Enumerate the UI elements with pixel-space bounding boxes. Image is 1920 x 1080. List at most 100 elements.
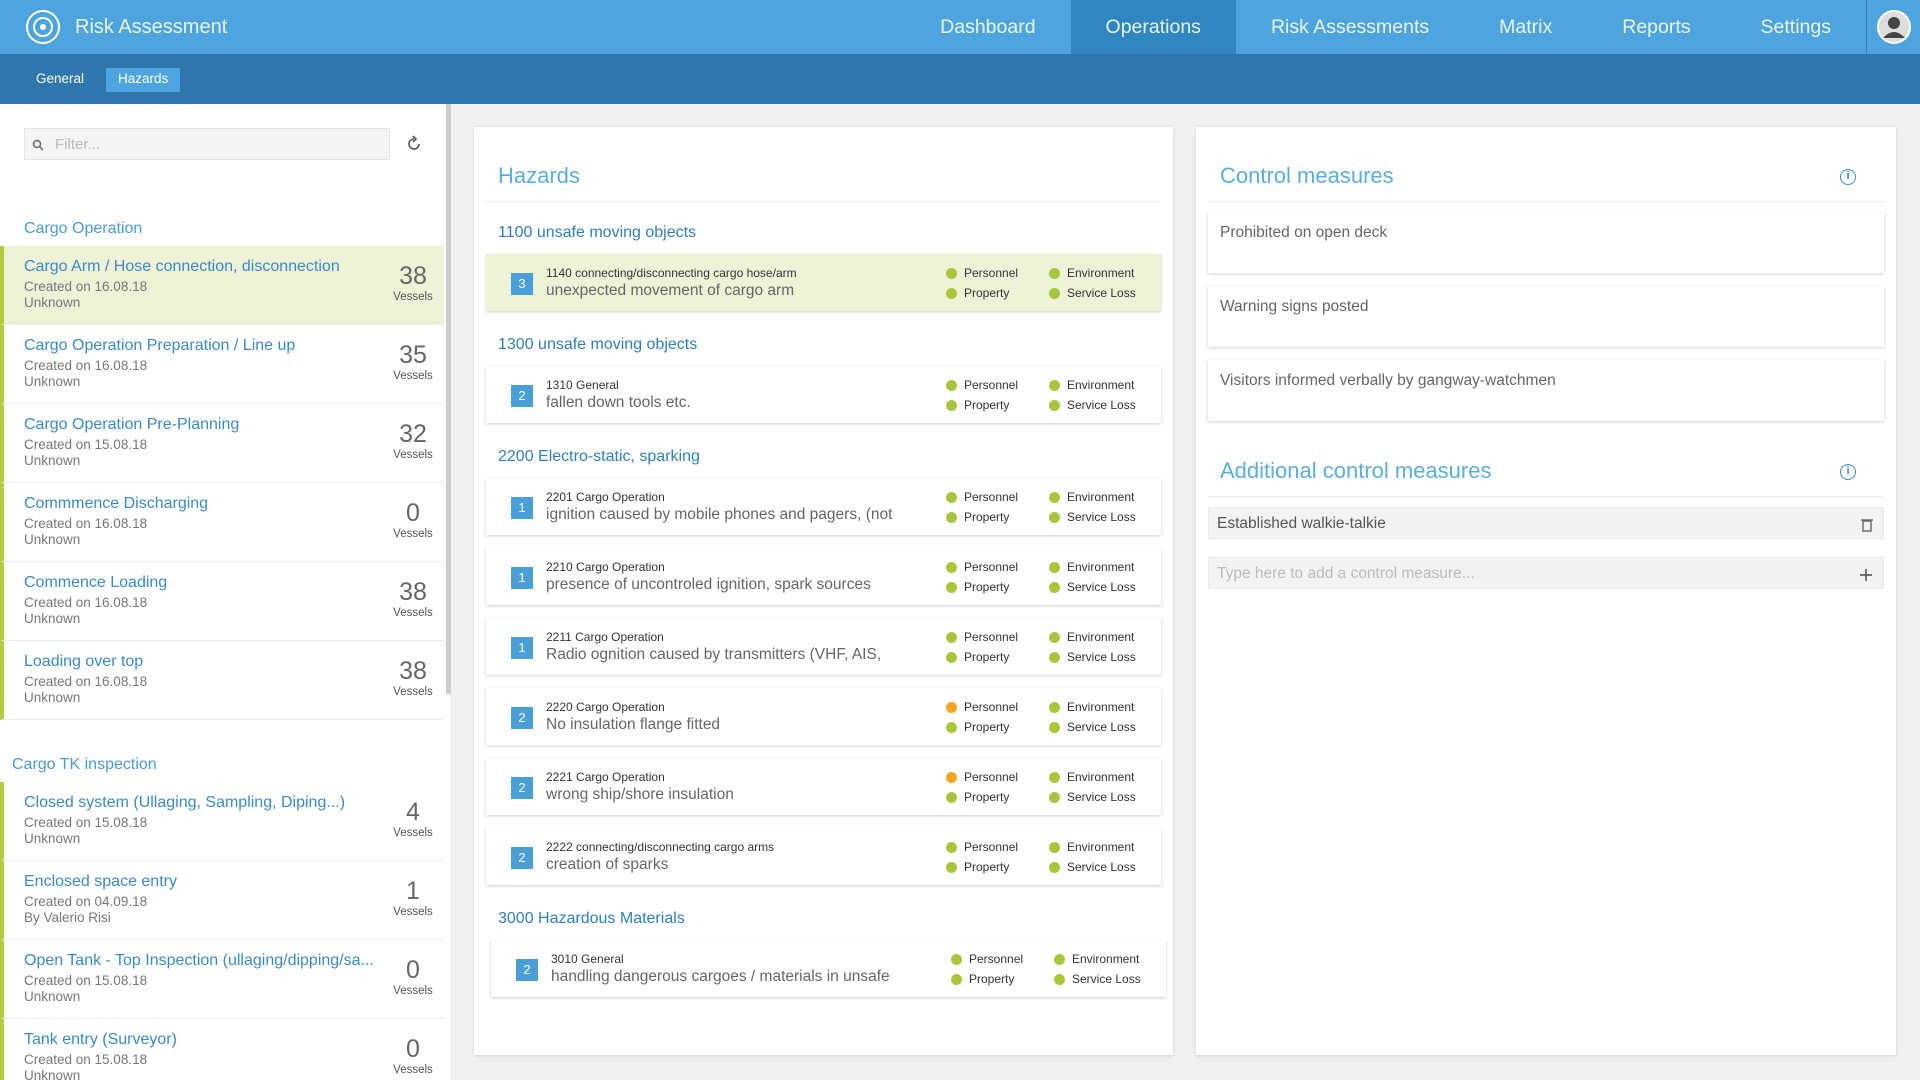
hazard-list: 1100 unsafe moving objects 3 1140 connecti… bbox=[486, 212, 1166, 997]
tag-dot bbox=[1049, 651, 1060, 663]
count-label: Vessels bbox=[393, 906, 433, 918]
sidebar-item[interactable]: Cargo Operation Preparation / Line up Cre… bbox=[0, 325, 444, 404]
nav-item[interactable]: Operations bbox=[1070, 0, 1236, 54]
control-measure: Visitors informed verbally by gangway-wa… bbox=[1208, 360, 1884, 421]
count-label: Vessels bbox=[393, 370, 433, 382]
tag-dot bbox=[946, 287, 957, 299]
sidebar: Filter... Cargo Operation Cargo Arm / Hos… bbox=[0, 104, 450, 1080]
input-placeholder: Type here to add a control measure... bbox=[1217, 565, 1475, 582]
hazard-tag: Service Loss bbox=[1049, 650, 1136, 664]
item-author: Unknown bbox=[24, 831, 81, 846]
item-created: Created on 16.08.18 bbox=[24, 516, 148, 531]
tag-label: Personnel bbox=[964, 266, 1019, 280]
tag-dot bbox=[946, 631, 957, 643]
app-title[interactable]: Risk Assessment bbox=[75, 16, 228, 38]
sidebar-item[interactable]: Commmence Discharging Created on 16.08.18… bbox=[0, 483, 444, 562]
tag-dot bbox=[946, 841, 957, 853]
hazard-item[interactable]: 2 2220 Cargo Operation No insulation flang… bbox=[486, 688, 1161, 745]
hazard-tag: Property bbox=[951, 972, 1014, 986]
sidebar-item[interactable]: Closed system (Ullaging, Sampling, Dipin… bbox=[0, 782, 444, 861]
vessel-count: 0 Vessels bbox=[388, 956, 438, 997]
hazard-item[interactable]: 1 2211 Cargo Operation Radio ognition caus… bbox=[486, 618, 1161, 675]
add-measure-input[interactable]: Type here to add a control measure... bbox=[1208, 557, 1884, 589]
tag-dot bbox=[1049, 721, 1060, 733]
info-icon[interactable]: i bbox=[1840, 464, 1856, 480]
sidebar-item[interactable]: Loading over top Created on 16.08.18 Unkno… bbox=[0, 641, 444, 720]
risk-level: 1 bbox=[511, 497, 533, 519]
sidebar-item[interactable]: Cargo Operation Pre-Planning Created on 1… bbox=[0, 404, 444, 483]
tag-label: Property bbox=[964, 790, 1010, 804]
hazard-item[interactable]: 3 1140 connecting/disconnecting cargo hos… bbox=[486, 254, 1161, 311]
tag-dot bbox=[951, 973, 962, 985]
tag-dot bbox=[946, 771, 957, 783]
hazard-code: 1140 connecting/disconnecting cargo hose… bbox=[546, 266, 797, 280]
vessel-count: 38 Vessels bbox=[388, 578, 438, 619]
tag-label: Property bbox=[964, 720, 1010, 734]
sidebar-item[interactable]: Open Tank - Top Inspection (ullaging/dip… bbox=[0, 940, 444, 1019]
nav-item[interactable]: Matrix bbox=[1499, 16, 1553, 38]
hazard-tag: Property bbox=[946, 650, 1009, 664]
count-label: Vessels bbox=[393, 528, 433, 540]
nav-item[interactable]: Settings bbox=[1760, 16, 1831, 38]
tag-dot bbox=[1049, 841, 1060, 853]
hazard-tag: Property bbox=[946, 398, 1009, 412]
item-author: Unknown bbox=[24, 453, 81, 468]
tag-dot bbox=[1049, 491, 1060, 503]
filter-input[interactable]: Filter... bbox=[24, 128, 390, 160]
hazard-tag: Environment bbox=[1049, 490, 1134, 504]
hazard-description: Radio ognition caused by transmitters (V… bbox=[546, 646, 882, 663]
hazard-item[interactable]: 2 2221 Cargo Operation wrong ship/shore in… bbox=[486, 758, 1161, 815]
vessel-count: 0 Vessels bbox=[388, 499, 438, 540]
hazard-tag: Environment bbox=[1049, 560, 1134, 574]
hazard-group-title: 3000 Hazardous Materials bbox=[498, 910, 685, 927]
hazard-tag: Environment bbox=[1049, 770, 1134, 784]
nav-item[interactable]: Dashboard bbox=[940, 16, 1036, 38]
delete-button[interactable] bbox=[1861, 516, 1873, 537]
hazard-description: presence of uncontroled ignition, spark … bbox=[546, 576, 871, 593]
hazard-item[interactable]: 2 3010 General handling dangerous cargoes … bbox=[491, 940, 1166, 997]
scrollbar[interactable] bbox=[446, 104, 451, 694]
tag-label: Property bbox=[964, 286, 1010, 300]
hazard-description: unexpected movement of cargo arm bbox=[546, 282, 795, 299]
tag-label: Service Loss bbox=[1067, 580, 1136, 594]
hazard-tag: Property bbox=[946, 580, 1009, 594]
tag-dot bbox=[946, 267, 957, 279]
tag-label: Property bbox=[969, 972, 1015, 986]
tag-dot bbox=[1049, 399, 1060, 411]
tag-dot bbox=[946, 651, 957, 663]
hazard-item[interactable]: 1 2201 Cargo Operation ignition caused by … bbox=[486, 478, 1161, 535]
hazard-tag: Personnel bbox=[946, 630, 1018, 644]
sub-nav-item[interactable]: General bbox=[36, 71, 85, 86]
item-created: Created on 15.08.18 bbox=[24, 815, 148, 830]
hazard-item[interactable]: 2 2222 connecting/disconnecting cargo arm… bbox=[486, 828, 1161, 885]
add-button[interactable] bbox=[1859, 566, 1873, 587]
sidebar-item[interactable]: Cargo Arm / Hose connection, disconnecti… bbox=[0, 246, 444, 325]
count-label: Vessels bbox=[393, 686, 433, 698]
sub-nav-item[interactable]: Hazards bbox=[106, 68, 181, 92]
count-label: Vessels bbox=[393, 985, 433, 997]
count: 38 bbox=[399, 657, 427, 685]
sidebar-item[interactable]: Commence Loading Created on 16.08.18 Unkno… bbox=[0, 562, 444, 641]
hazard-tag: Personnel bbox=[946, 560, 1018, 574]
tag-label: Personnel bbox=[964, 560, 1019, 574]
tag-label: Environment bbox=[1067, 378, 1135, 392]
info-icon[interactable]: i bbox=[1840, 169, 1856, 185]
sidebar-item[interactable]: Tank entry (Surveyor) Created on 15.08.18… bbox=[0, 1019, 444, 1080]
item-title: Enclosed space entry bbox=[24, 873, 177, 890]
sidebar-item[interactable]: Enclosed space entry Created on 04.09.18 B… bbox=[0, 861, 444, 940]
tag-label: Personnel bbox=[964, 840, 1019, 854]
count: 38 bbox=[399, 578, 427, 606]
refresh-button[interactable] bbox=[405, 135, 423, 153]
tag-dot bbox=[946, 399, 957, 411]
hazard-item[interactable]: 1 2210 Cargo Operation presence of uncontr… bbox=[486, 548, 1161, 605]
avatar[interactable] bbox=[1866, 0, 1920, 54]
logo bbox=[26, 10, 60, 44]
tag-label: Service Loss bbox=[1067, 790, 1136, 804]
nav-item[interactable]: Risk Assessments bbox=[1270, 16, 1430, 38]
hazard-item[interactable]: 2 1310 General fallen down tools etc. Perso… bbox=[486, 366, 1161, 423]
additional-measure: Established walkie-talkie bbox=[1208, 507, 1884, 539]
nav-item[interactable]: Reports bbox=[1622, 16, 1691, 38]
measure-text: Established walkie-talkie bbox=[1217, 515, 1386, 532]
hazard-group-title: 1100 unsafe moving objects bbox=[498, 224, 697, 241]
